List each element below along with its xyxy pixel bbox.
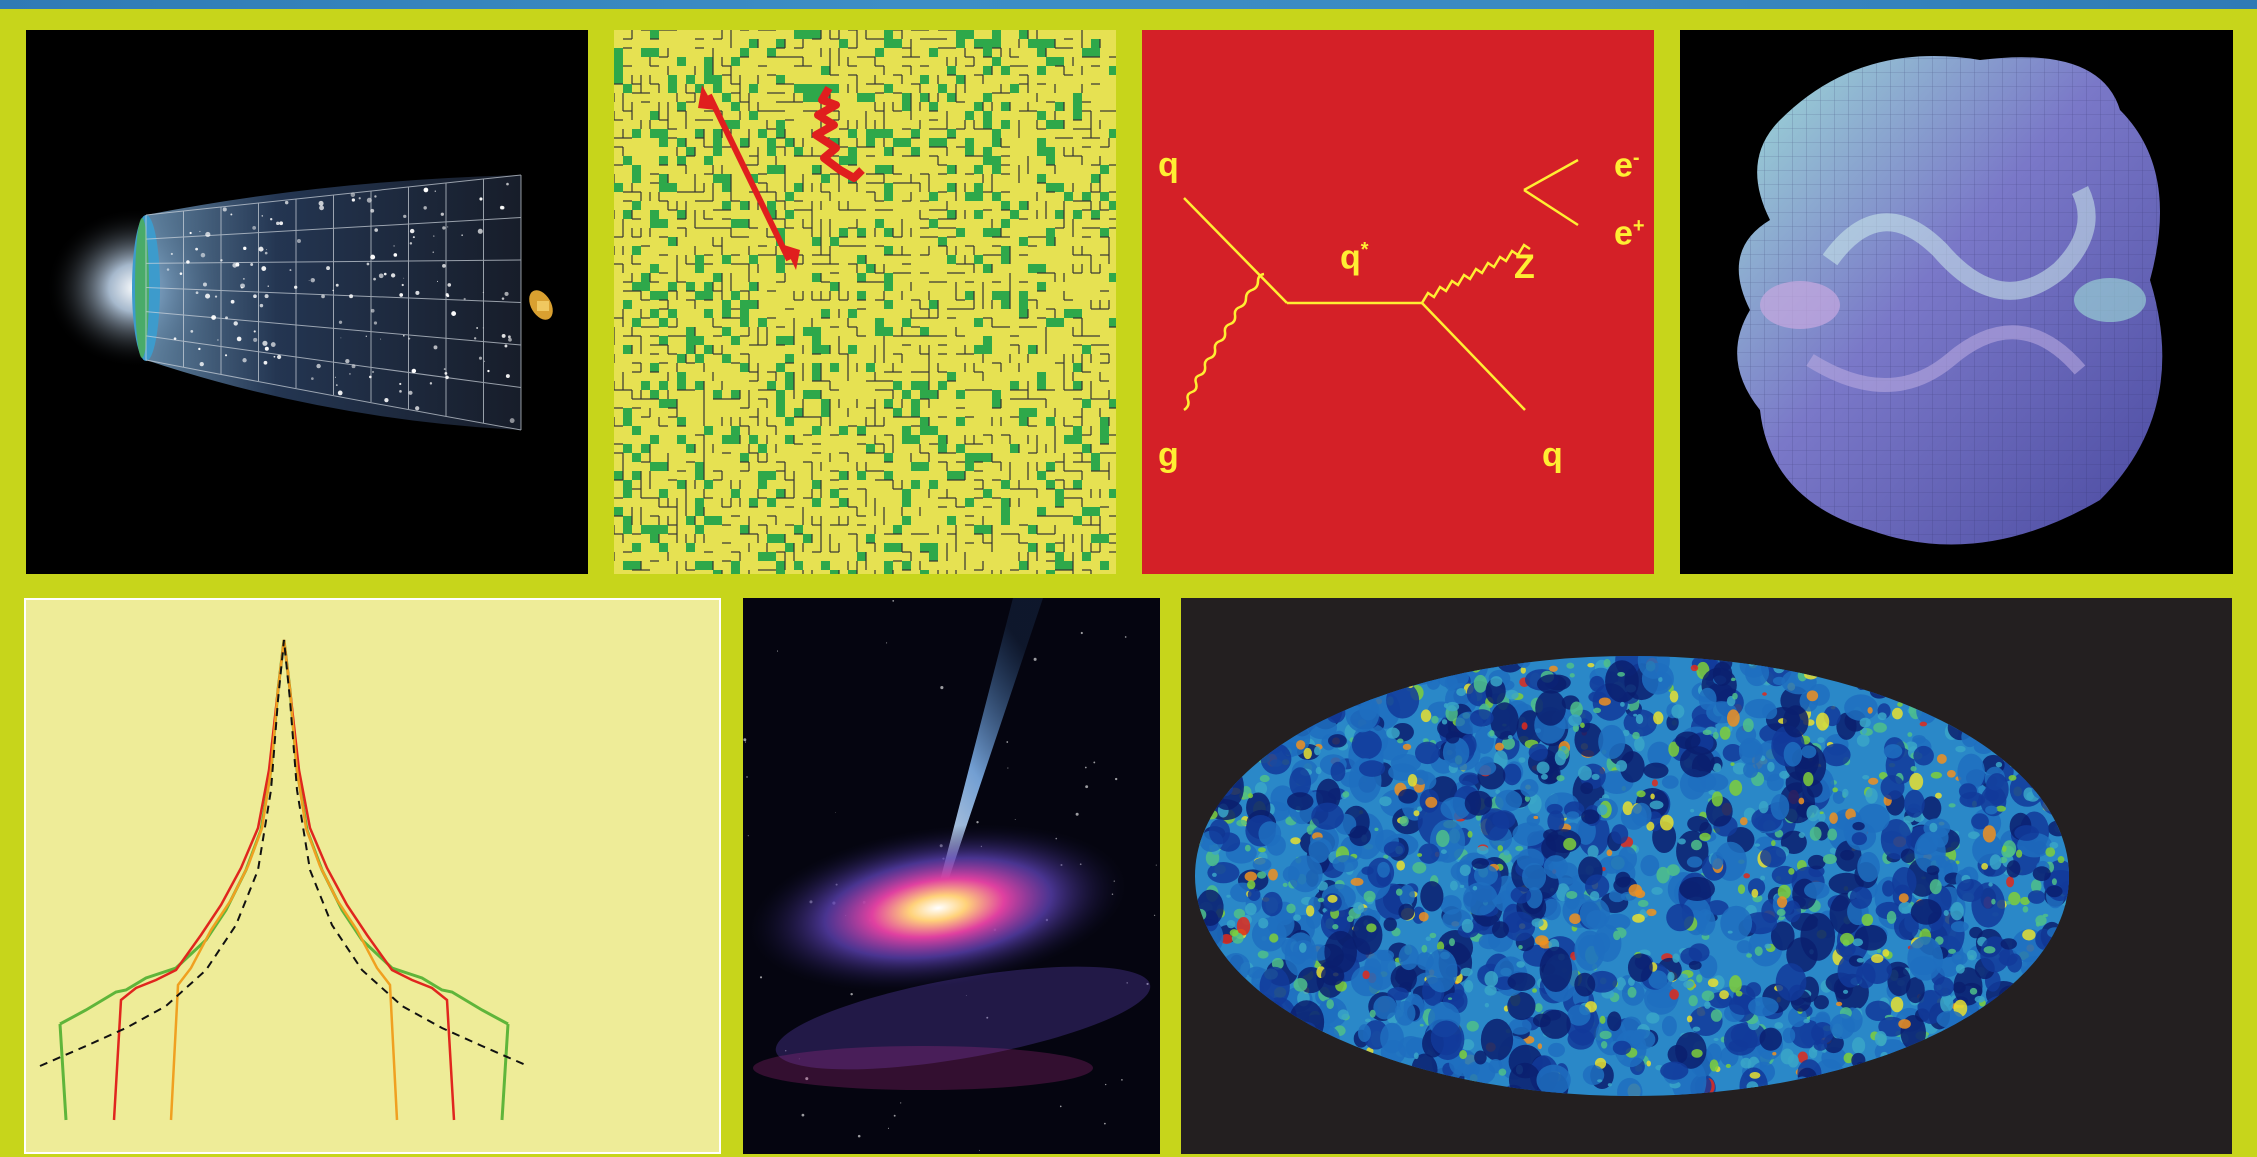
gluon-label: g xyxy=(1158,436,1179,474)
electron-label: e- xyxy=(1614,146,1640,185)
z-boson-line xyxy=(1420,243,1531,304)
gluon-line xyxy=(1183,272,1265,412)
electron-line xyxy=(1523,158,1579,192)
quark-out-label: q xyxy=(1542,436,1563,474)
quark-line-out xyxy=(1421,302,1526,411)
positron-line xyxy=(1523,188,1579,227)
excited-quark-label: q* xyxy=(1340,238,1369,277)
lattice-random-walk-image xyxy=(614,30,1116,574)
quark-in-label: q xyxy=(1158,146,1179,184)
top-banner-strip xyxy=(0,0,2257,9)
universe-expansion-image xyxy=(26,30,588,574)
calabi-yau-manifold-image xyxy=(1680,30,2233,574)
cmb-sky-map-image xyxy=(1181,598,2232,1154)
feynman-diagram: q g q* Z e- e+ q xyxy=(1142,30,1654,574)
spectra-curves-image xyxy=(24,598,721,1154)
z-boson-label: Z xyxy=(1514,248,1535,286)
quasar-jet-galaxy-image xyxy=(743,598,1160,1154)
quark-line-in xyxy=(1183,197,1288,304)
positron-label: e+ xyxy=(1614,214,1645,253)
